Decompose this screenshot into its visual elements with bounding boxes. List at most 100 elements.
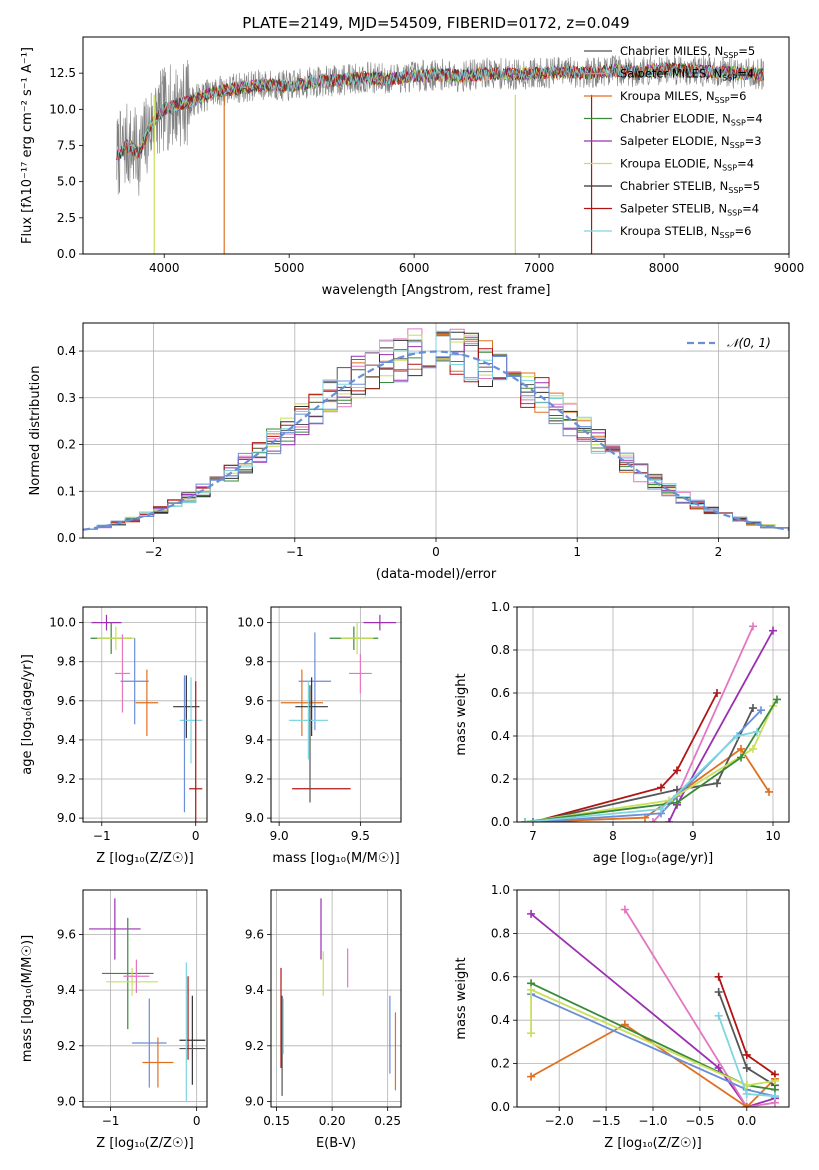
x-axis-label: mass [log₁₀(M/M☉)]: [272, 851, 399, 866]
plot-area: [521, 622, 781, 822]
weight-point-marker: [714, 972, 723, 981]
normal-curve: [83, 350, 789, 531]
weight-point-marker: [765, 787, 773, 796]
plot-area: [527, 905, 779, 1107]
axes-frame: [82, 889, 208, 1108]
weight-point-marker: [713, 779, 721, 788]
weight-point-marker: [770, 1092, 779, 1101]
plot-area: [89, 898, 206, 1102]
x-tick-label: 6000: [399, 261, 430, 275]
weight-point-marker: [749, 744, 757, 753]
weight-point-marker: [742, 1063, 751, 1072]
y-tick-label: 10.0: [49, 102, 76, 116]
weight-point-marker: [673, 798, 681, 807]
y-tick-label: 9.4: [57, 983, 76, 997]
weight-point-marker: [753, 727, 761, 736]
y-tick-label: 0.6: [491, 686, 510, 700]
weight-point-marker: [527, 909, 536, 918]
x-axis-label: Z [log₁₀(Z/Z☉)]: [604, 1136, 701, 1151]
y-tick-label: 9.4: [245, 983, 264, 997]
axes-frame: [270, 606, 402, 823]
x-tick-label: 0.15: [263, 1114, 290, 1128]
y-tick-label: 0.0: [57, 531, 76, 545]
weight-point-marker: [713, 689, 721, 697]
plot-area: [280, 614, 397, 803]
plot-area: [116, 54, 765, 254]
y-tick-label: 9.2: [57, 772, 76, 786]
legend-entry: 𝒩(0, 1): [727, 336, 771, 350]
y-axis-label: Normed distribution: [28, 366, 43, 496]
plot-area: [90, 614, 203, 822]
weight-series-line: [532, 692, 718, 822]
mass-vs-ebv-panel: 0.15 0.20 0.25 9.0 9.2 9.4 9.6 E(B-V): [245, 889, 402, 1151]
x-axis-label: wavelength [Angstrom, rest frame]: [322, 283, 551, 298]
weight-vs-Z-panel: −2.0 −1.5 −1.0 −0.5 0.0 0.0 0.2 0.4 0.6 0.8 1.0 Z […: [454, 883, 790, 1151]
weight-series-line: [624, 909, 776, 1107]
weight-series-line: [524, 699, 778, 822]
y-tick-label: 0.2: [491, 772, 510, 786]
y-tick-label: 9.0: [57, 1094, 76, 1108]
weight-point-marker: [770, 1076, 779, 1085]
x-tick-label: 9000: [774, 261, 805, 275]
x-tick-label: 10: [765, 829, 780, 843]
weight-point-marker: [657, 805, 665, 814]
y-tick-label: 9.8: [57, 655, 76, 669]
y-axis-label: mass weight: [454, 957, 469, 1039]
weight-series-line: [530, 988, 776, 1087]
y-tick-label: 0.2: [491, 1057, 510, 1071]
y-tick-label: 2.5: [57, 211, 76, 225]
x-tick-label: −1.5: [592, 1114, 621, 1128]
weight-point-marker: [673, 785, 681, 794]
weight-point-marker: [742, 1050, 751, 1059]
y-tick-label: 9.2: [245, 772, 264, 786]
weight-point-marker: [737, 744, 745, 753]
weight-point-marker: [620, 905, 629, 914]
y-axis-label: mass [log₁₀(M/M☉)]: [20, 935, 35, 1062]
weight-point-marker: [749, 622, 757, 631]
y-tick-label: 9.4: [57, 733, 76, 747]
x-tick-label: −1.0: [638, 1114, 667, 1128]
x-tick-label: 0.25: [374, 1114, 401, 1128]
y-tick-label: 0.0: [491, 815, 510, 829]
y-tick-label: 7.5: [57, 139, 76, 153]
y-tick-label: 0.3: [57, 391, 76, 405]
axes-frame: [82, 322, 790, 539]
y-tick-label: 12.5: [49, 66, 76, 80]
y-tick-label: 9.6: [245, 928, 264, 942]
weight-point-marker: [749, 704, 757, 713]
weight-point-marker: [649, 818, 657, 822]
y-tick-label: 9.4: [245, 733, 264, 747]
legend-entry: Kroupa MILES, NSSP=6: [620, 89, 746, 105]
weight-point-marker: [714, 987, 723, 996]
legend-entry: Salpeter MILES, NSSP=4: [620, 67, 754, 83]
histogram-step: [83, 341, 789, 530]
y-axis-label: mass weight: [454, 673, 469, 755]
x-tick-label: −2: [145, 545, 163, 559]
age-vs-Z-panel: −1 0 9.0 9.2 9.4 9.6 9.8 10.0 Z [log₁₀(Z/Z☉)] age…: [20, 606, 208, 866]
weight-point-marker: [665, 818, 673, 822]
y-tick-label: 9.6: [57, 928, 76, 942]
weight-point-marker: [733, 732, 741, 740]
y-tick-label: 9.8: [245, 655, 264, 669]
x-axis-label: E(B-V): [316, 1136, 356, 1151]
y-tick-label: 0.8: [491, 926, 510, 940]
x-tick-label: −1: [286, 545, 304, 559]
y-tick-label: 0.4: [57, 344, 76, 358]
weight-point-marker: [527, 1029, 536, 1038]
y-tick-label: 9.0: [245, 1094, 264, 1108]
y-tick-label: 9.6: [245, 694, 264, 708]
x-tick-label: 9: [689, 829, 697, 843]
y-tick-label: 0.1: [57, 484, 76, 498]
axes-frame: [82, 606, 208, 823]
y-tick-label: 9.0: [245, 811, 264, 825]
legend-entry: Salpeter STELIB, NSSP=4: [620, 202, 759, 218]
y-tick-label: 5.0: [57, 175, 76, 189]
y-tick-label: 0.0: [57, 247, 76, 261]
y-tick-label: 1.0: [491, 600, 510, 614]
x-tick-label: 0: [193, 1114, 201, 1128]
weight-point-marker: [657, 783, 665, 792]
weight-point-marker: [742, 1089, 751, 1098]
x-tick-label: −1: [93, 829, 111, 843]
weight-point-marker: [757, 706, 765, 715]
y-axis-label: Flux [fλ10⁻¹⁷ erg cm⁻² s⁻¹ A⁻¹]: [20, 47, 35, 244]
